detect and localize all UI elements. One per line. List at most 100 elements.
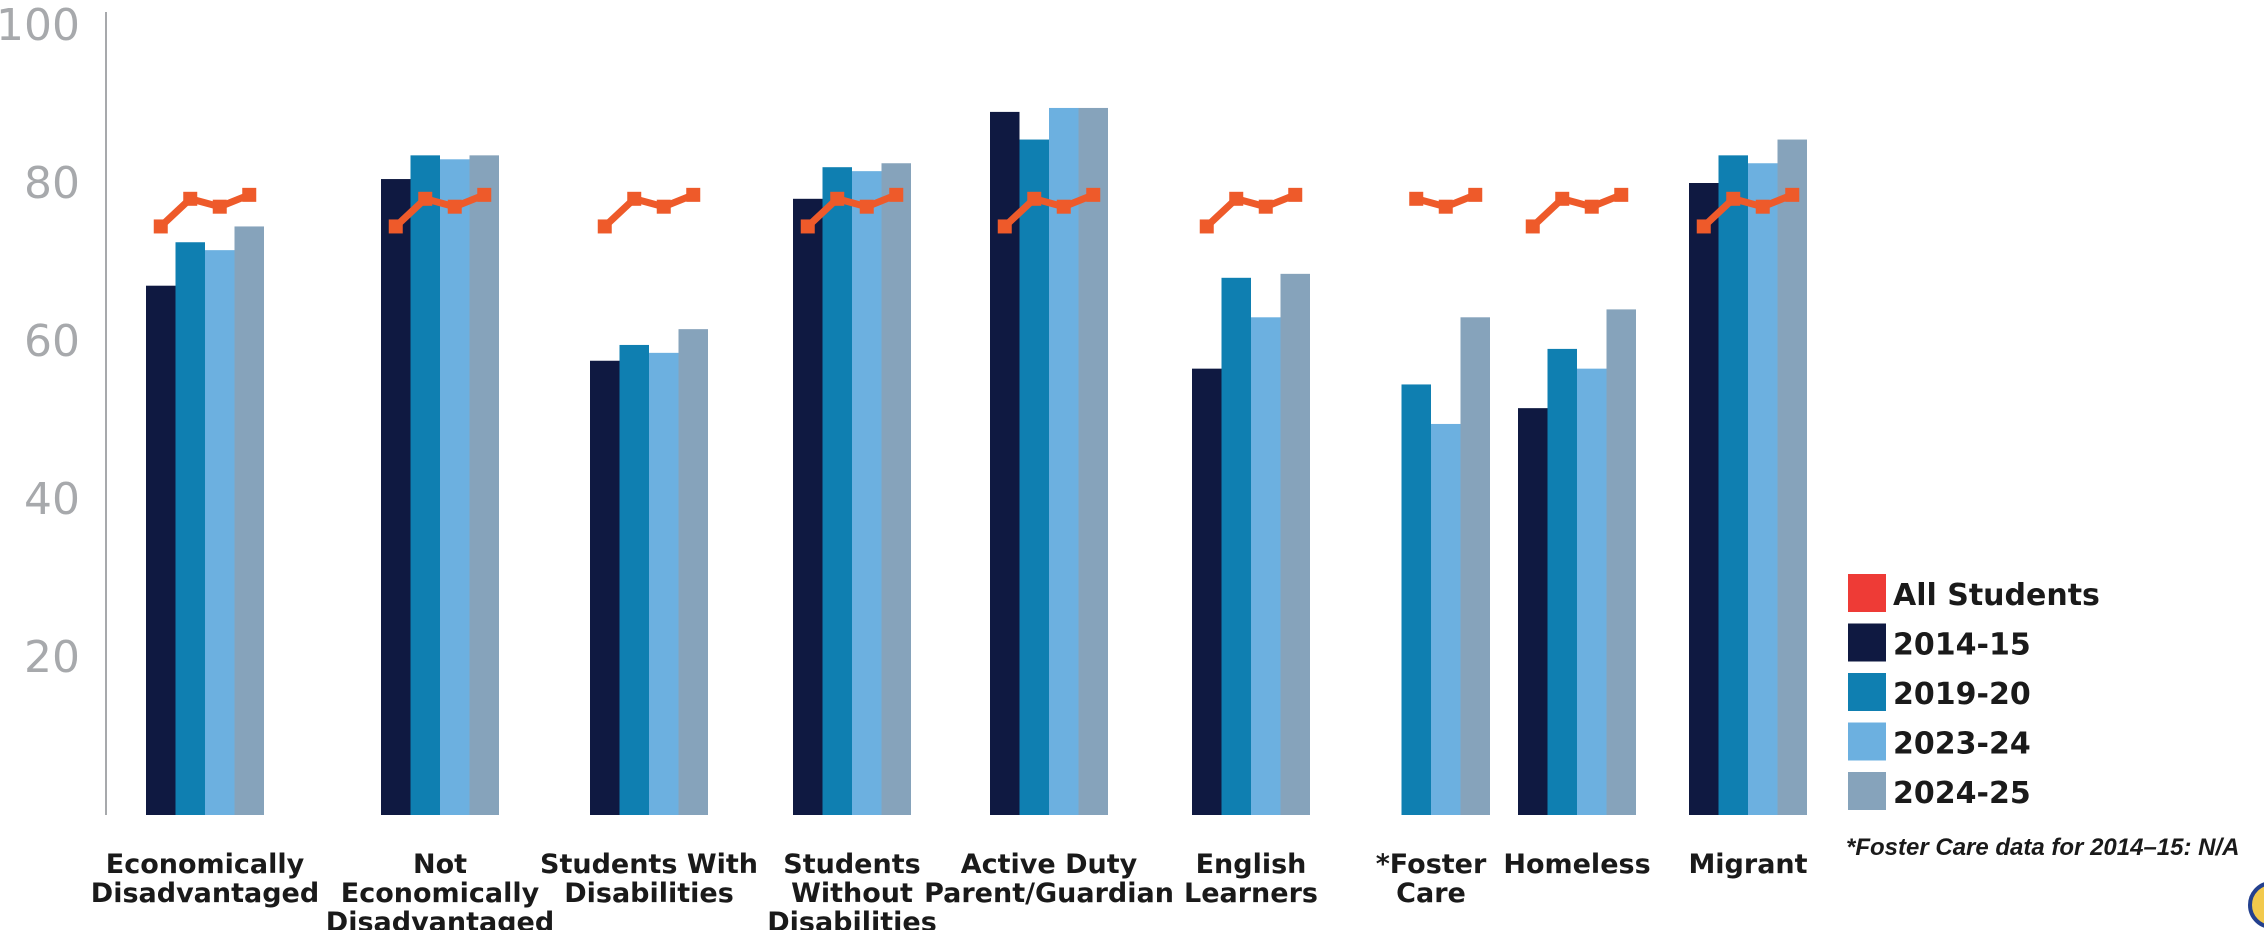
all-students-point — [418, 191, 433, 206]
all-students-point — [1288, 187, 1303, 202]
all-students-point — [800, 219, 815, 234]
bar-2024-25 — [1777, 139, 1807, 816]
y-tick-label: 80 — [24, 158, 80, 209]
bar-2014-15 — [590, 360, 620, 815]
all-students-point — [889, 187, 904, 202]
x-category-label: Active Duty Parent/Guardian — [924, 849, 1174, 909]
all-students-line — [393, 191, 486, 230]
bar-2014-15 — [381, 179, 411, 816]
all-students-point — [477, 187, 492, 202]
footnote: *Foster Care data for 2014–15: N/A — [1846, 834, 2240, 861]
all-students-point — [1584, 199, 1599, 214]
all-students-point — [1468, 187, 1483, 202]
all-students-line — [805, 191, 898, 230]
y-tick-label: 40 — [24, 474, 80, 525]
legend-label: 2024-25 — [1893, 776, 2031, 811]
all-students-lines — [153, 187, 1800, 234]
bar-2023-24 — [1049, 107, 1079, 815]
bars — [146, 107, 1807, 816]
all-students-point — [1525, 219, 1540, 234]
bar-2019-20 — [1221, 277, 1251, 815]
all-students-point — [1785, 187, 1800, 202]
all-students-point — [1027, 191, 1042, 206]
all-students-point — [656, 199, 671, 214]
bar-2019-20 — [619, 344, 649, 815]
all-students-point — [212, 199, 227, 214]
bar-2023-24 — [205, 250, 235, 815]
all-students-line — [1530, 191, 1623, 230]
bar-2024-25 — [881, 163, 911, 815]
bar-2024-25 — [1460, 317, 1490, 815]
bar-2024-25 — [1606, 309, 1636, 815]
all-students-point — [153, 219, 168, 234]
bar-2023-24 — [1431, 423, 1461, 815]
all-students-point — [242, 187, 257, 202]
bar-2019-20 — [1401, 384, 1431, 815]
all-students-point — [1614, 187, 1629, 202]
bar-2023-24 — [1748, 163, 1778, 815]
all-students-line — [1002, 191, 1095, 230]
y-tick-label: 60 — [24, 316, 80, 367]
all-students-point — [1438, 199, 1453, 214]
all-students-line — [602, 191, 695, 230]
all-students-line — [1701, 191, 1794, 230]
all-students-point — [388, 219, 403, 234]
legend-label: 2019-20 — [1893, 677, 2031, 712]
all-students-point — [1199, 219, 1214, 234]
bar-2019-20 — [175, 242, 205, 815]
legend-swatch — [1848, 772, 1886, 810]
all-students-point — [1726, 191, 1741, 206]
y-axis: 20 40 60 80 100 — [0, 0, 107, 815]
bar-2019-20 — [1718, 155, 1748, 816]
x-category-label: Students With Disabilities — [540, 849, 758, 909]
all-students-point — [830, 191, 845, 206]
y-tick-label: 20 — [24, 632, 80, 683]
all-students-point — [686, 187, 701, 202]
bar-2019-20 — [1547, 348, 1577, 815]
bar-2024-25 — [1280, 273, 1310, 816]
legend-swatch — [1848, 722, 1886, 761]
bar-2019-20 — [1019, 139, 1049, 816]
all-students-point — [1229, 191, 1244, 206]
x-category-label: Migrant — [1688, 849, 1807, 880]
legend: All Students 2014-15 2019-20 2023-24 2024-25 — [1848, 574, 2100, 811]
bar-2019-20 — [410, 155, 440, 816]
x-category-label: *Foster Care — [1376, 849, 1487, 909]
legend-swatch — [1848, 623, 1886, 662]
bar-2023-24 — [852, 171, 882, 815]
bar-2024-25 — [1078, 107, 1108, 815]
all-students-point — [859, 199, 874, 214]
x-category-label: Students Without Disabilities — [767, 849, 937, 930]
bar-2014-15 — [1192, 368, 1222, 815]
bar-2023-24 — [1577, 368, 1607, 815]
all-students-point — [447, 199, 462, 214]
y-tick-label: 100 — [0, 0, 80, 51]
x-category-label: Economically Disadvantaged — [91, 849, 319, 909]
all-students-point — [1409, 191, 1424, 206]
all-students-point — [1755, 199, 1770, 214]
all-students-point — [1086, 187, 1101, 202]
bar-2014-15 — [793, 198, 823, 816]
bar-2023-24 — [649, 352, 679, 815]
legend-label: All Students — [1893, 578, 2100, 613]
all-students-point — [1696, 219, 1711, 234]
legend-swatch — [1848, 574, 1886, 612]
x-category-label: English Learners — [1184, 849, 1318, 909]
bar-2023-24 — [440, 159, 470, 816]
all-students-point — [183, 191, 198, 206]
all-students-point — [597, 219, 612, 234]
legend-swatch — [1848, 673, 1886, 711]
bar-2023-24 — [1251, 317, 1281, 815]
bar-2024-25 — [234, 226, 264, 815]
all-students-line — [158, 191, 251, 230]
bar-2014-15 — [146, 285, 176, 815]
bar-2014-15 — [1518, 408, 1548, 815]
bar-2024-25 — [678, 329, 708, 815]
seal-logo — [2248, 882, 2264, 928]
all-students-point — [1555, 191, 1570, 206]
bar-2024-25 — [469, 155, 499, 816]
bar-2014-15 — [1689, 183, 1719, 815]
all-students-point — [1258, 199, 1273, 214]
